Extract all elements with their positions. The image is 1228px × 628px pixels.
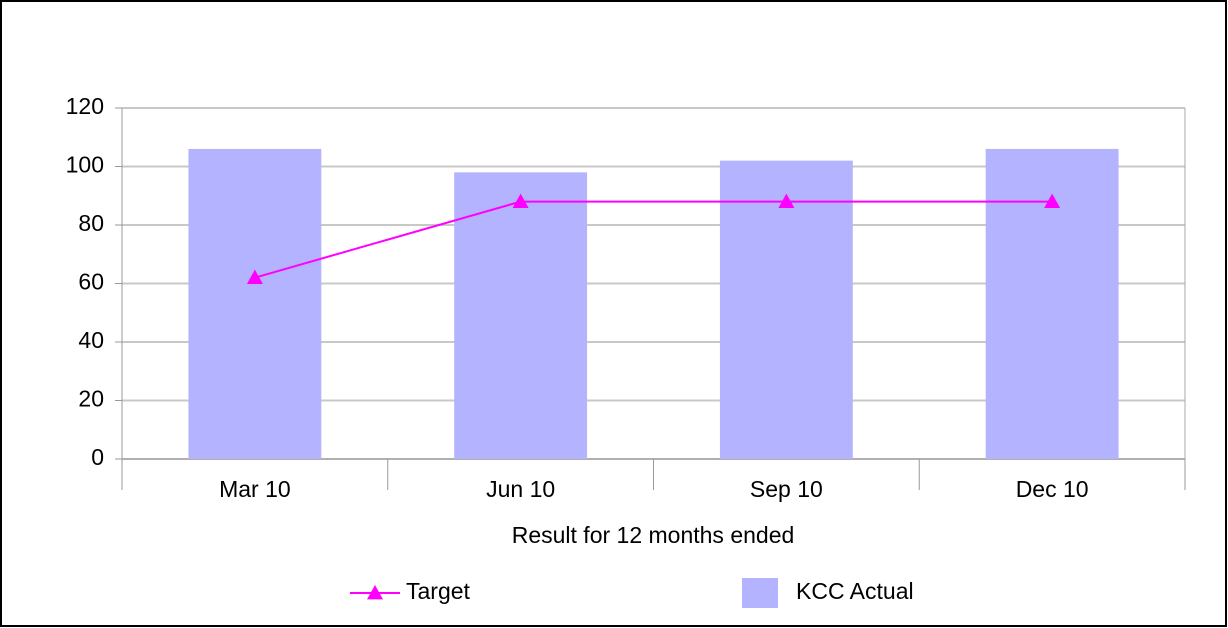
legend-label: KCC Actual <box>796 578 914 604</box>
marker <box>1044 193 1061 208</box>
line <box>254 200 1053 279</box>
x-tick-label: Mar 10 <box>219 476 291 502</box>
bar <box>188 148 322 459</box>
legend-label: Target <box>406 578 471 604</box>
x-tick-label: Jun 10 <box>486 476 555 502</box>
x-axis-label: Result for 12 months ended <box>512 522 795 548</box>
y-tick-label: 120 <box>66 93 104 119</box>
y-tick-label: 100 <box>66 152 104 178</box>
legend-marker <box>367 585 383 600</box>
bar <box>454 172 588 459</box>
marker <box>778 193 795 208</box>
x-tick-label: Sep 10 <box>750 476 823 502</box>
legend-swatch <box>742 578 778 608</box>
y-tick-label: 60 <box>78 269 104 295</box>
bar <box>719 160 853 459</box>
marker <box>246 269 263 285</box>
y-tick-label: 20 <box>78 386 104 412</box>
marker <box>512 193 529 208</box>
y-tick-label: 40 <box>78 327 104 353</box>
y-tick-label: 80 <box>78 210 104 236</box>
y-tick-label: 0 <box>91 444 104 470</box>
x-tick-label: Dec 10 <box>1016 476 1089 502</box>
